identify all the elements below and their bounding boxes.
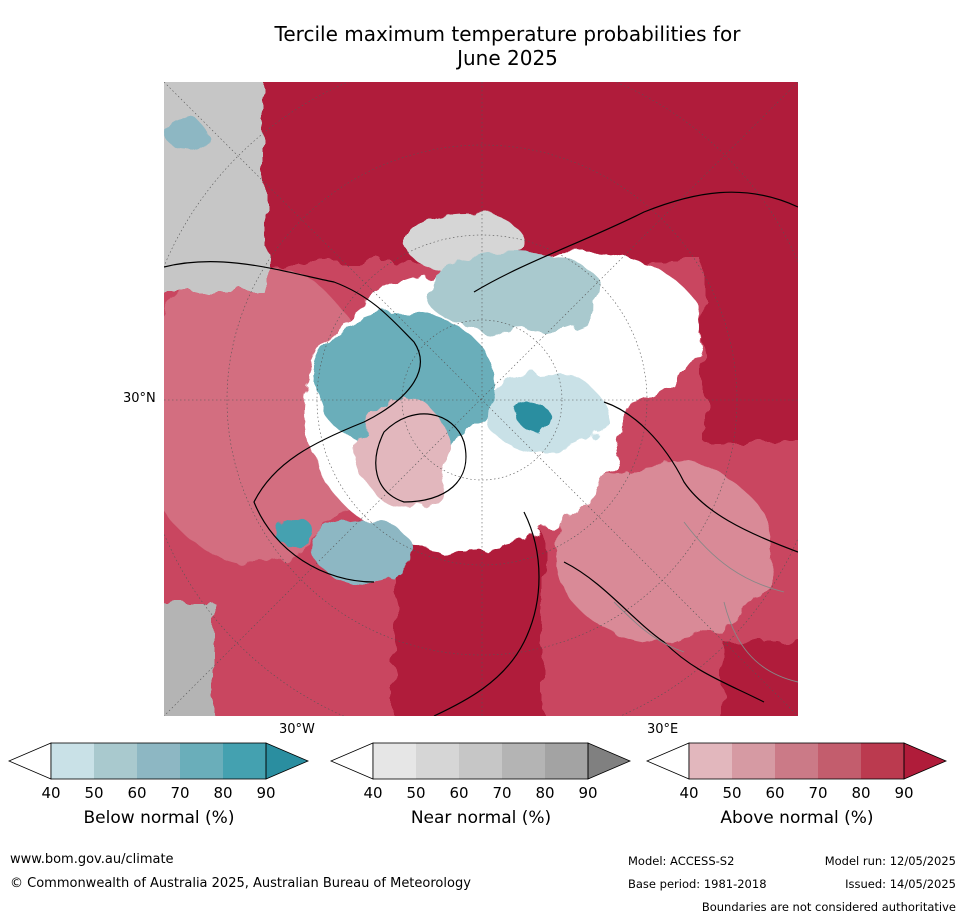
colorbar-near-segment <box>373 743 416 779</box>
colorbar-below-low-extend <box>8 742 52 780</box>
coastlines <box>164 191 798 716</box>
colorbar-below-outline <box>50 742 267 780</box>
colorbar-near-normal <box>330 742 632 780</box>
region-near-normal-nw <box>164 82 264 292</box>
colorbar-near-segment <box>459 743 502 779</box>
colorbar-near-tick: 50 <box>406 784 426 802</box>
footer-copyright: © Commonwealth of Australia 2025, Austra… <box>10 876 471 891</box>
footer-model: Model: ACCESS-S2 <box>628 854 735 868</box>
colorbar-near-low-extend <box>330 742 374 780</box>
colorbar-label-above: Above normal (%) <box>720 808 874 828</box>
colorbar-above-tick: 70 <box>808 784 828 802</box>
lon-label-30w: 30°W <box>279 722 315 737</box>
region-below-normal-5 <box>164 116 204 148</box>
colorbar-near-tick: 90 <box>578 784 598 802</box>
colorbar-below-segment <box>180 743 223 779</box>
colorbar-above-tick: 80 <box>851 784 871 802</box>
colorbar-below-segment <box>137 743 180 779</box>
colorbar-below-normal <box>8 742 310 780</box>
colorbar-above-tick: 40 <box>679 784 699 802</box>
footer-issued: Issued: 14/05/2025 <box>845 877 956 891</box>
colorbar-below-tick: 80 <box>213 784 233 802</box>
chart-title: Tercile maximum temperature probabilitie… <box>190 22 825 70</box>
region-near-normal-sw <box>164 602 214 716</box>
colorbar-near-tick: 60 <box>449 784 469 802</box>
footer-model-run: Model run: 12/05/2025 <box>824 854 956 868</box>
colorbar-below-tick: 40 <box>41 784 61 802</box>
colorbar-label-near: Near normal (%) <box>410 808 552 828</box>
title-line-2: June 2025 <box>457 46 558 70</box>
region-below-normal-arctic <box>424 252 604 332</box>
footer-disclaimer: Boundaries are not considered authoritat… <box>701 900 956 914</box>
colorbar-near-segment <box>545 743 588 779</box>
colorbar-below-high-extend <box>265 742 310 780</box>
colorbar-above-segment <box>732 743 775 779</box>
colorbar-below-segment <box>94 743 137 779</box>
region-west-light <box>164 262 374 562</box>
colorbar-above-segment <box>689 743 732 779</box>
colorbar-above-outline <box>688 742 905 780</box>
colorbar-below-tick: 50 <box>84 784 104 802</box>
region-below-normal-6 <box>518 403 550 431</box>
colorbar-below-segment <box>51 743 94 779</box>
footer-base-period: Base period: 1981-2018 <box>628 877 767 891</box>
colorbar-near-tick: 40 <box>363 784 383 802</box>
region-europe-light <box>554 462 774 642</box>
colorbar-above-tick: 60 <box>765 784 785 802</box>
probability-map <box>164 82 798 716</box>
colorbar-below-tick: 70 <box>170 784 190 802</box>
colorbar-below-tick: 90 <box>256 784 276 802</box>
footer-url: www.bom.gov.au/climate <box>10 852 174 867</box>
colorbar-above-svg <box>646 742 948 780</box>
colorbar-above-tick: 50 <box>722 784 742 802</box>
graticule <box>164 82 798 716</box>
region-north-atlantic <box>394 522 544 716</box>
polar-map-svg <box>164 82 798 716</box>
colorbar-near-segment <box>502 743 545 779</box>
region-greenland <box>359 397 449 507</box>
colorbar-near-segment <box>416 743 459 779</box>
region-below-normal-4 <box>274 518 314 546</box>
colorbar-below-tick: 60 <box>127 784 147 802</box>
colorbar-near-tick: 80 <box>535 784 555 802</box>
colorbar-above-normal <box>646 742 948 780</box>
colorbar-near-svg <box>330 742 632 780</box>
colorbar-above-high-extend <box>903 742 948 780</box>
colorbar-near-tick: 70 <box>492 784 512 802</box>
boundaries <box>613 521 798 683</box>
region-below-normal-3 <box>314 522 414 582</box>
colorbar-near-high-extend <box>587 742 632 780</box>
region-east <box>704 162 798 442</box>
colorbar-below-segment <box>223 743 266 779</box>
title-line-1: Tercile maximum temperature probabilitie… <box>274 22 741 46</box>
lat-label-30n: 30°N <box>123 391 156 406</box>
colorbar-above-segment <box>861 743 904 779</box>
lon-label-30e: 30°E <box>647 722 679 737</box>
colorbar-below-svg <box>8 742 310 780</box>
colorbar-near-outline <box>372 742 589 780</box>
colorbar-above-tick: 90 <box>894 784 914 802</box>
colorbar-above-segment <box>818 743 861 779</box>
colorbar-label-below: Below normal (%) <box>83 808 235 828</box>
colorbar-above-low-extend <box>646 742 690 780</box>
colorbar-above-segment <box>775 743 818 779</box>
